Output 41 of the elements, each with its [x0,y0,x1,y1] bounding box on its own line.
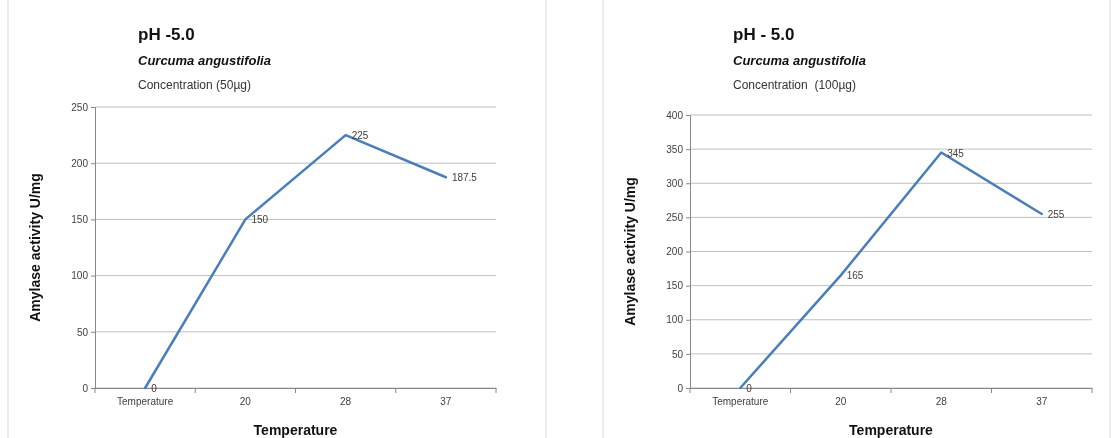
y-tick-label: 50 [671,348,684,360]
x-tick-label: 28 [340,396,352,408]
chart-title: pH -5.0 [138,25,195,44]
y-tick-label: 350 [666,143,684,155]
y-tick-label: 100 [71,270,89,282]
y-tick-label: 0 [82,382,89,394]
text: Concentration (50µg) [138,78,251,92]
x-tick-label: 28 [935,396,948,408]
line-series [739,151,1043,390]
y-tick-label: 100 [666,314,684,326]
y-tick-label: 150 [71,214,89,226]
y-tick-label: 250 [71,101,89,113]
x-tick-label: 20 [239,396,252,408]
y-tick-label: 150 [666,280,684,292]
line-series [143,133,448,390]
chart-title: pH - 5.0 [733,25,795,44]
data-label: 150 [251,214,269,226]
y-tick-label: 300 [666,177,684,189]
x-tick-label: Temperature [117,396,174,408]
chart-subtitle: Curcuma angustifolia [138,53,271,68]
x-tick-label: 37 [1036,396,1048,408]
y-axis-title: Amylase activity U/mg [27,173,43,322]
data-label: 225 [351,130,369,142]
data-label: 255 [1047,208,1065,220]
y-tick-label: 200 [666,246,684,258]
x-axis-title: Temperature [849,422,934,438]
y-axis-title: Amylase activity U/mg [622,177,638,326]
y-tick-label: 400 [666,109,684,121]
data-label: 165 [846,270,864,282]
data-label: 345 [947,147,965,159]
x-axis-title: Temperature [253,422,338,438]
y-tick-label: 200 [71,157,89,169]
y-tick-label: 0 [677,382,684,394]
x-tick-label: Temperature [712,396,769,408]
x-tick-label: 20 [835,396,847,408]
chart-subtitle: Curcuma angustifolia [733,53,866,68]
x-tick-label: 37 [440,396,452,408]
data-label: 187.5 [451,172,478,184]
y-tick-label: 250 [666,212,684,224]
text: Concentration (100µg) [733,78,856,92]
y-tick-label: 50 [76,326,89,338]
